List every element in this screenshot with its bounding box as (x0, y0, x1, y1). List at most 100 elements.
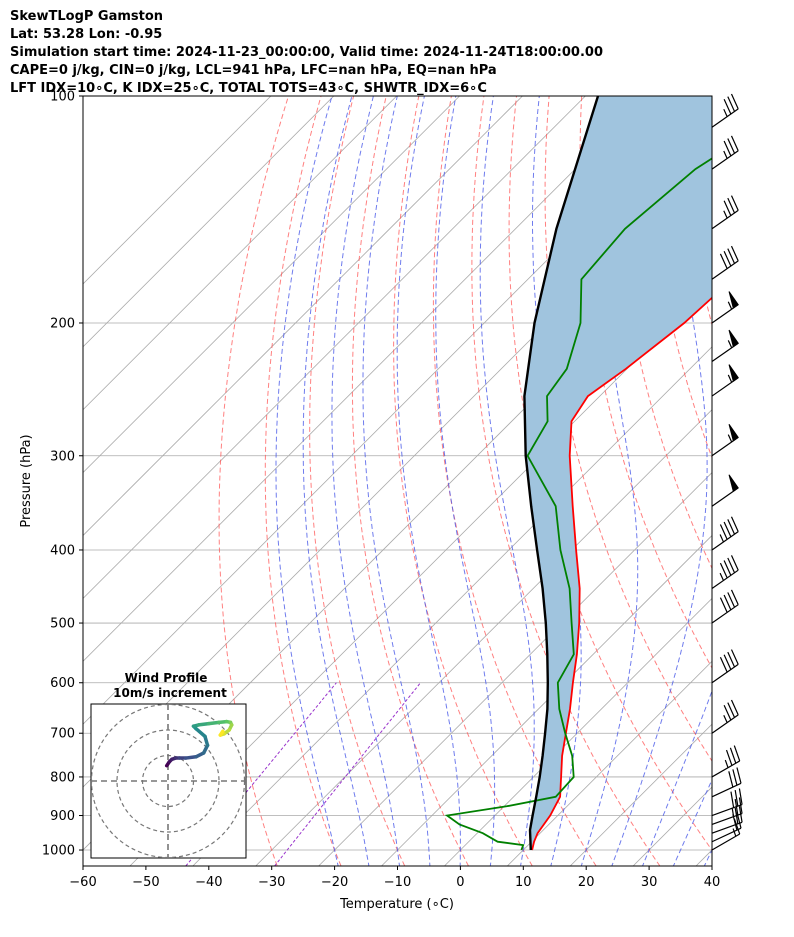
wind-barb (711, 589, 739, 624)
isotherm-line (83, 96, 335, 348)
isotherm-line (129, 283, 712, 866)
stability-indices: LFT IDX=10∘C, K IDX=25∘C, TOTAL TOTS=43∘… (10, 81, 487, 96)
isotherm-line (83, 96, 649, 662)
y-tick-label: 200 (50, 316, 75, 331)
x-axis-ticks: −60 −50 −40 −30 −20 −10 0 10 20 30 40 (69, 866, 720, 890)
temperature-profile (531, 296, 712, 851)
y-tick-label: 1000 (42, 844, 75, 859)
wind-barb (711, 745, 741, 778)
simulation-times: Simulation start time: 2024-11-23_00:00:… (10, 45, 603, 60)
x-tick-label: 30 (641, 875, 658, 890)
x-axis-title: Temperature (∘C) (339, 897, 454, 912)
x-tick-label: 10 (515, 875, 532, 890)
x-tick-label: −40 (195, 875, 222, 890)
hodograph-segment (218, 729, 225, 737)
dry-adiabat (745, 96, 794, 866)
moist-adiabat (275, 96, 339, 866)
dry-adiabat (777, 96, 794, 866)
inset-title: Wind Profile (125, 671, 208, 685)
moist-adiabat (331, 96, 401, 866)
wind-barb (711, 649, 739, 684)
isotherm-line (83, 96, 460, 474)
moist-adiabat (672, 778, 712, 866)
wind-barb (711, 135, 739, 170)
dry-adiabat (432, 96, 597, 866)
wind-barb (711, 93, 739, 128)
dry-adiabat (508, 96, 712, 851)
dry-adiabat (218, 96, 289, 866)
moist-adiabat (611, 96, 708, 866)
moist-adiabat (362, 96, 431, 866)
y-tick-label: 600 (50, 676, 75, 691)
isotherm-line (569, 723, 712, 866)
moist-adiabat (479, 96, 535, 866)
wind-barb (711, 329, 739, 363)
isotherm-line (83, 96, 272, 285)
y-tick-label: 400 (50, 543, 75, 558)
x-tick-label: 0 (456, 875, 464, 890)
wind-barb (711, 424, 739, 457)
station-location: Lat: 53.28 Lon: -0.95 (10, 27, 163, 42)
y-tick-label: 700 (50, 727, 75, 742)
moist-adiabat (302, 96, 370, 866)
wind-barb (711, 474, 739, 507)
hodograph-segment (194, 726, 207, 739)
wind-barb (711, 767, 742, 798)
x-tick-label: −10 (384, 875, 411, 890)
dry-adiabat (309, 96, 406, 866)
isotherm-line (507, 660, 712, 866)
y-axis-title: Pressure (hPa) (19, 434, 34, 527)
dry-adiabat (471, 96, 661, 866)
convective-parameters: CAPE=0 j/kg, CIN=0 j/kg, LCL=941 hPa, LF… (10, 63, 497, 78)
isotherm-line (381, 534, 712, 866)
hodograph-inset: Wind Profile 10m/s increment (90, 671, 247, 859)
x-tick-label: −30 (258, 875, 285, 890)
wind-barbs (711, 93, 743, 851)
shaded-area (524, 96, 712, 850)
moist-adiabat (703, 848, 712, 866)
x-tick-label: −50 (132, 875, 159, 890)
y-tick-label: 500 (50, 617, 75, 632)
cin-shading (524, 96, 712, 850)
x-tick-label: 40 (704, 875, 721, 890)
wind-barb (711, 245, 739, 280)
wind-barb (711, 788, 743, 817)
parcel-profile (523, 96, 600, 851)
inset-content (91, 704, 246, 858)
isotherm-line (255, 409, 712, 866)
moist-adiabat (580, 96, 639, 866)
dry-adiabat (351, 96, 469, 866)
moist-adiabat (396, 96, 461, 866)
x-tick-label: −60 (69, 875, 96, 890)
mixing-ratio-line (274, 682, 421, 866)
dry-adiabat (393, 96, 533, 866)
wind-barb (711, 699, 739, 734)
y-tick-label: 800 (50, 770, 75, 785)
chart-header: SkewTLogP Gamston Lat: 53.28 Lon: -0.95 … (10, 8, 603, 98)
moist-adiabat-lines (275, 96, 712, 866)
isotherm-line (83, 96, 397, 411)
dry-adiabat (264, 96, 342, 866)
dewpoint-profile (444, 157, 712, 851)
moist-adiabat (435, 96, 496, 866)
station-title: SkewTLogP Gamston (10, 9, 164, 24)
y-tick-label: 300 (50, 449, 75, 464)
y-tick-label: 100 (50, 90, 75, 105)
dry-adiabat (613, 96, 712, 570)
wind-barb (711, 364, 739, 397)
x-tick-label: 20 (578, 875, 595, 890)
y-tick-label: 900 (50, 809, 75, 824)
isotherm-line (192, 346, 712, 866)
moist-adiabat (641, 689, 712, 866)
wind-barb (711, 195, 739, 230)
y-axis-ticks: 1000 900 800 700 600 500 400 300 200 100 (42, 90, 83, 859)
wind-barb (711, 516, 739, 551)
isotherm-line (318, 472, 712, 866)
isotherm-line (444, 597, 712, 866)
wind-barb (711, 555, 739, 590)
isotherm-line (83, 96, 586, 599)
x-tick-label: −20 (321, 875, 348, 890)
wind-barb (711, 291, 739, 324)
profile-lines (444, 96, 712, 851)
